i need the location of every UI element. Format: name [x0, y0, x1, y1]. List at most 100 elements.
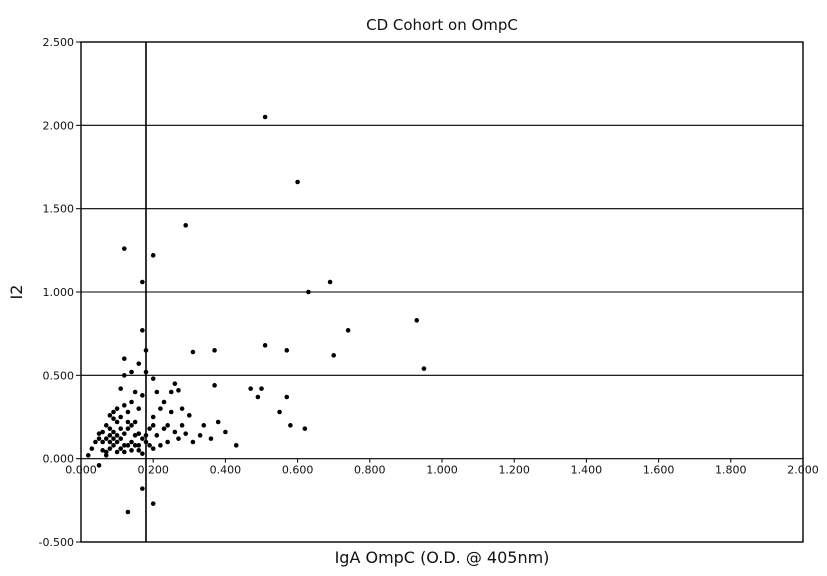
data-point — [151, 253, 156, 258]
data-point — [86, 453, 91, 458]
data-point — [147, 443, 152, 448]
data-point — [277, 410, 282, 415]
data-point — [144, 433, 149, 438]
y-axis-title: I2 — [7, 285, 26, 300]
data-point — [158, 443, 163, 448]
data-point — [151, 446, 156, 451]
data-point — [140, 393, 145, 398]
data-point — [115, 420, 120, 425]
data-point — [111, 443, 116, 448]
data-point — [111, 430, 116, 435]
data-point — [248, 386, 253, 391]
data-point — [144, 348, 149, 353]
data-point — [144, 370, 149, 375]
data-point — [129, 423, 134, 428]
x-tick-label: 1.000 — [426, 464, 458, 477]
data-point — [122, 356, 127, 361]
data-point — [118, 386, 123, 391]
data-point — [158, 406, 163, 411]
data-point — [173, 430, 178, 435]
data-point — [140, 451, 145, 456]
data-point — [180, 423, 185, 428]
data-point — [173, 381, 178, 386]
data-point — [209, 436, 214, 441]
data-point — [216, 420, 221, 425]
data-point — [129, 440, 134, 445]
data-point — [212, 348, 217, 353]
data-point — [136, 361, 141, 366]
y-tick-label: 0.000 — [43, 453, 75, 466]
data-point — [263, 115, 268, 120]
data-point — [133, 433, 138, 438]
data-point — [133, 420, 138, 425]
data-point — [136, 406, 141, 411]
data-point — [122, 403, 127, 408]
y-tick-label: 2.000 — [43, 119, 75, 132]
data-point — [284, 348, 289, 353]
data-point — [191, 350, 196, 355]
data-point — [136, 443, 141, 448]
data-point — [414, 318, 419, 323]
data-point — [104, 453, 109, 458]
data-point — [115, 406, 120, 411]
data-point — [346, 328, 351, 333]
data-point — [151, 376, 156, 381]
x-tick-label: 0.600 — [282, 464, 314, 477]
data-point — [147, 426, 152, 431]
data-point — [129, 400, 134, 405]
data-point — [118, 436, 123, 441]
data-point — [155, 390, 160, 395]
data-point — [151, 501, 156, 506]
data-point — [183, 223, 188, 228]
x-tick-label: 0.200 — [137, 464, 169, 477]
data-point — [169, 410, 174, 415]
data-point — [191, 440, 196, 445]
data-point — [187, 413, 192, 418]
y-tick-label: -0.500 — [39, 536, 74, 549]
data-point — [122, 431, 127, 436]
x-tick-label: 1.800 — [715, 464, 747, 477]
data-point — [165, 423, 170, 428]
data-point — [198, 433, 203, 438]
data-point — [162, 400, 167, 405]
data-point — [169, 390, 174, 395]
data-point — [165, 440, 170, 445]
data-point — [108, 426, 113, 431]
x-tick-label: 0.800 — [354, 464, 386, 477]
data-point — [328, 280, 333, 285]
data-point — [151, 415, 156, 420]
data-point — [176, 388, 181, 393]
data-point — [140, 486, 145, 491]
data-point — [129, 448, 134, 453]
data-point — [183, 431, 188, 436]
data-point — [422, 366, 427, 371]
data-point — [256, 395, 261, 400]
data-point — [90, 446, 95, 451]
y-tick-label: 1.000 — [43, 286, 75, 299]
data-point — [108, 433, 113, 438]
data-point — [104, 436, 109, 441]
data-point — [140, 436, 145, 441]
data-point — [126, 510, 131, 515]
data-point — [97, 436, 102, 441]
data-point — [133, 390, 138, 395]
data-point — [259, 386, 264, 391]
data-point — [118, 446, 123, 451]
data-point — [115, 440, 120, 445]
x-tick-label: 1.600 — [643, 464, 675, 477]
data-point — [126, 426, 131, 431]
data-point — [155, 433, 160, 438]
x-axis-title: IgA OmpC (O.D. @ 405nm) — [335, 548, 550, 567]
data-point — [306, 290, 311, 295]
chart-title: CD Cohort on OmpC — [366, 16, 518, 34]
data-point — [151, 423, 156, 428]
data-point — [111, 416, 116, 421]
data-point — [97, 431, 102, 436]
data-point — [122, 443, 127, 448]
data-point — [176, 436, 181, 441]
data-point — [108, 440, 113, 445]
data-point — [126, 410, 131, 415]
